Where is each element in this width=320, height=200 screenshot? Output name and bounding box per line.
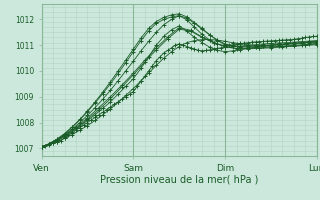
X-axis label: Pression niveau de la mer( hPa ): Pression niveau de la mer( hPa ) bbox=[100, 174, 258, 184]
